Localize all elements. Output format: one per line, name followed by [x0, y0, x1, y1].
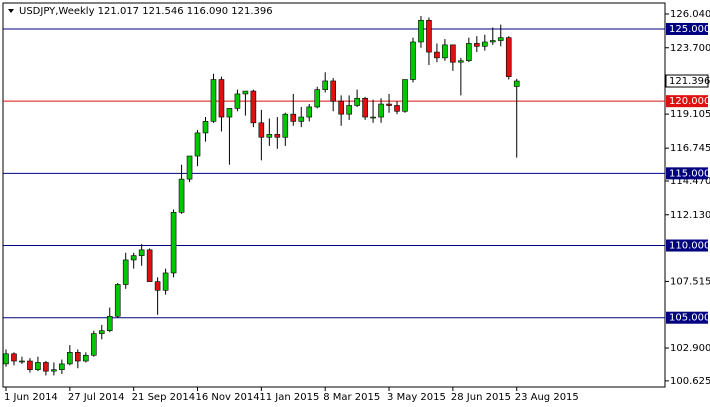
plot-frame [2, 2, 666, 388]
candle-body [362, 97, 368, 118]
level-label: 125.000 [669, 24, 710, 35]
candle-body [122, 259, 129, 285]
candle-body [90, 333, 97, 356]
candle-body [106, 315, 113, 331]
candle-body [51, 369, 57, 372]
candle-body [3, 353, 9, 365]
candle-body [450, 44, 456, 63]
candle-body [27, 360, 33, 370]
candle-body [59, 363, 65, 370]
candle-body [489, 40, 496, 43]
candle-body [466, 43, 472, 62]
level-label: 115.000 [669, 168, 710, 179]
candle-body [298, 116, 305, 122]
candle-body [178, 178, 185, 213]
candle-body [322, 80, 329, 90]
candle-body [481, 41, 488, 47]
candle-body [338, 100, 344, 115]
candle-body [250, 90, 257, 124]
candle-body [394, 105, 400, 112]
candle-body [474, 43, 480, 47]
candle-body [330, 80, 336, 102]
candle-body [513, 80, 520, 87]
candle-body [234, 93, 241, 109]
candle-body [226, 108, 233, 118]
candle-body [19, 360, 25, 363]
candle-body [386, 103, 392, 106]
candle-body [43, 362, 49, 372]
candle-body [458, 60, 464, 63]
candle-body [98, 330, 105, 334]
candle-body [274, 134, 281, 138]
candle-body [346, 105, 352, 115]
level-label-box [666, 95, 708, 108]
x-tick-label: 16 Nov 2014 [196, 392, 260, 403]
candle-body [170, 212, 177, 274]
candle-body [306, 106, 313, 118]
candle-body [35, 362, 41, 370]
candle-body [83, 354, 89, 362]
y-tick-label: 116.745 [670, 143, 710, 154]
candle-body [138, 249, 145, 256]
candle-body [505, 37, 512, 77]
candle-body [426, 20, 432, 53]
level-label-box [666, 22, 708, 35]
level-label-box [666, 239, 708, 252]
candle-body [314, 89, 321, 108]
candle-body [154, 281, 161, 291]
candle-body [370, 116, 376, 119]
candle-body [194, 132, 201, 157]
y-tick-label: 126.040 [670, 9, 710, 20]
candle-body [75, 352, 81, 362]
candle-body [242, 90, 249, 95]
y-tick-label: 119.105 [670, 109, 710, 120]
y-tick-label: 107.515 [670, 276, 710, 287]
candle-body [11, 353, 17, 362]
x-tick-label: 28 Jun 2015 [451, 392, 511, 403]
candle-body [497, 37, 504, 41]
candle-body [114, 284, 121, 317]
candle-body [402, 79, 408, 112]
x-tick-label: 11 Jan 2015 [259, 392, 319, 403]
candle-body [146, 249, 153, 282]
level-label: 105.000 [669, 313, 710, 324]
x-tick-label: 1 Jun 2014 [4, 392, 58, 403]
candle-body [442, 44, 448, 59]
level-label: 120.000 [669, 96, 710, 107]
candle-body [434, 51, 440, 59]
x-tick-label: 8 Mar 2015 [323, 392, 380, 403]
y-tick-label: 102.900 [670, 343, 710, 354]
chart-title: USDJPY,Weekly 121.017 121.546 116.090 12… [19, 6, 273, 17]
candle-body [130, 255, 137, 261]
candle-body [410, 41, 416, 80]
candle-body [354, 97, 360, 106]
price-label: 121.396 [669, 76, 710, 87]
level-label: 110.000 [669, 241, 710, 252]
level-label-box [666, 167, 708, 180]
candle-body [67, 352, 73, 365]
y-tick-label: 112.130 [670, 210, 710, 221]
candle-body [202, 121, 209, 134]
x-tick-label: 3 May 2015 [387, 392, 446, 403]
x-tick-label: 21 Sep 2014 [132, 392, 195, 403]
candle-body [258, 122, 265, 138]
x-tick-label: 27 Jul 2014 [68, 392, 125, 403]
candle-body [162, 272, 169, 291]
price-label-box [665, 74, 709, 88]
candle-body [218, 79, 225, 118]
candle-body [290, 113, 297, 122]
candle-body [210, 79, 217, 122]
y-tick-label: 100.625 [670, 376, 710, 387]
level-label-box [666, 311, 708, 324]
y-tick-label: 123.700 [670, 43, 710, 54]
candle-body [266, 134, 273, 138]
candle-body [282, 113, 289, 138]
candle-body [378, 103, 384, 118]
candle-body [418, 20, 424, 43]
candle-body [186, 155, 193, 180]
y-tick-label: 114.470 [670, 176, 710, 187]
x-tick-label: 23 Aug 2015 [515, 392, 579, 403]
menu-arrow [8, 9, 14, 13]
